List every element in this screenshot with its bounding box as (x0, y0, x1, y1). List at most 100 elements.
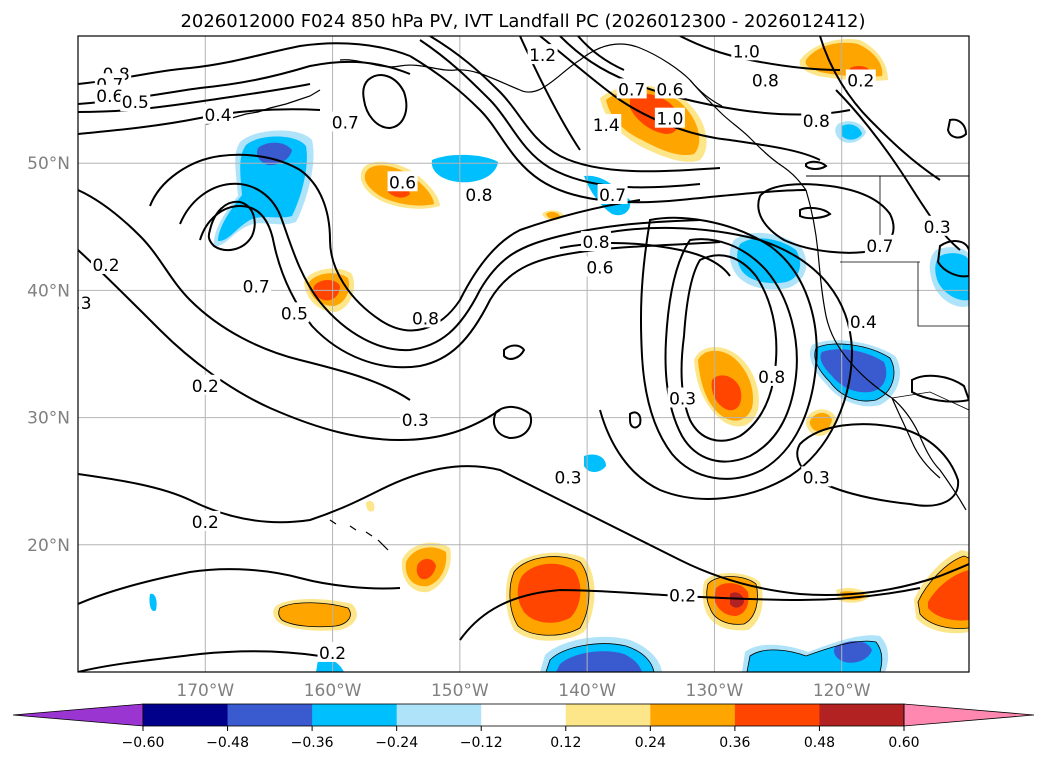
pv-contour (559, 499, 969, 597)
shading-outline (706, 576, 758, 625)
pv-contour (78, 650, 321, 672)
contour-label: 0.7 (243, 278, 270, 298)
contour-label-background (120, 91, 151, 112)
shading-outline (545, 643, 655, 672)
contour-label: 0.6 (96, 87, 123, 107)
colorbar-extend-min (12, 703, 144, 727)
contour-label-background (400, 409, 431, 430)
contour-label: 1.0 (656, 110, 683, 130)
contour-label-background (750, 69, 781, 90)
contour-label-background (94, 84, 125, 105)
colorbar-tick-label: 0.36 (719, 735, 750, 751)
colorbar-tick-label: −0.24 (375, 735, 418, 751)
contour-label: 0.2 (92, 256, 119, 276)
contour-label-background (330, 111, 361, 132)
lon-tick-label: 160°W (304, 681, 362, 701)
colorbar-cell (396, 704, 482, 726)
pv-contour (429, 36, 721, 173)
contour-label: 0.2 (192, 377, 219, 397)
pv-contour (629, 411, 642, 429)
contour-label: 0.2 (319, 644, 346, 664)
contour-label: 0.8 (465, 186, 492, 206)
contour-label-background (801, 466, 832, 487)
contour-label: 0.6 (656, 80, 683, 100)
contour-label-background (667, 584, 698, 605)
pv-contour (936, 240, 969, 278)
pv-contour (599, 226, 854, 500)
contour-label-background (848, 311, 879, 332)
contour-label: 0.4 (850, 313, 877, 333)
contour-label-background (410, 307, 441, 328)
pv-contour (78, 249, 501, 442)
contour-label-background (654, 78, 685, 99)
contour-label: 0.6 (586, 259, 613, 279)
colorbar-tick-label: −0.36 (291, 735, 334, 751)
pv-contour (805, 160, 828, 170)
latitude-tick-labels: 50°N 40°N 30°N 20°N (27, 154, 70, 556)
shading-outline (814, 343, 895, 402)
baja-peninsula (891, 397, 941, 479)
colorbar-tick-label: 0.24 (635, 735, 666, 751)
contour-label-background (597, 184, 628, 204)
contour-label-background (591, 114, 622, 135)
contour-label-background (317, 641, 348, 662)
pv-contour (911, 374, 969, 403)
pv-contour (419, 39, 701, 189)
pv-contour (577, 36, 625, 71)
negative-anomaly-region (842, 124, 862, 140)
hawaiian-islands (329, 519, 389, 551)
positive-anomaly-region (366, 500, 375, 512)
positive-anomaly-region (546, 211, 560, 219)
pv-contour (78, 465, 561, 524)
colorbar-extend-max (903, 703, 1035, 727)
contour-label-background (91, 253, 122, 274)
contour-label-background (922, 215, 953, 236)
us-mexico-border (891, 391, 969, 411)
pv-contour (680, 254, 778, 442)
contour-label: 0.3 (669, 390, 696, 410)
shading-outline (917, 555, 969, 629)
lon-tick-label: 120°W (813, 681, 871, 701)
contour-label-background (203, 103, 234, 124)
contour-label-background (581, 231, 612, 252)
pv-contour (503, 344, 526, 360)
contour-label: 0.7 (618, 80, 645, 100)
pv-contour (946, 118, 968, 139)
lat-tick-label: 20°N (27, 536, 70, 556)
colorbar-cell (565, 704, 651, 726)
colorbar-frame (142, 703, 905, 727)
colorbar-tick-label: −0.60 (122, 735, 165, 751)
colorbar-cell (819, 704, 905, 726)
positive-anomaly-region (730, 592, 744, 608)
pv-contour (799, 206, 832, 220)
contour-label-background (78, 292, 93, 313)
lon-tick-label: 170°W (176, 681, 234, 701)
contour-label: 1.2 (529, 46, 556, 66)
us-west-coastline (805, 189, 967, 511)
map-frame (77, 35, 970, 673)
negative-anomaly-region (556, 651, 642, 672)
pv-contour (78, 189, 411, 401)
negative-anomaly-region (584, 454, 606, 472)
shading-outline (509, 556, 590, 636)
lat-tick-label: 30°N (27, 409, 70, 429)
contour-label: 0.2 (669, 587, 696, 607)
lon-tick-label: 140°W (558, 681, 616, 701)
contour-label: 0.4 (204, 106, 231, 126)
contour-label: 0.8 (752, 72, 779, 92)
negative-anomaly-region (431, 154, 498, 183)
contour-label: 1.4 (593, 116, 620, 136)
bc-coastline (689, 79, 807, 191)
contour-label-background (616, 78, 647, 99)
pv-contour (519, 36, 581, 151)
map-area: 0.80.70.60.50.40.70.60.80.70.80.61.41.21… (78, 36, 969, 672)
contour-label: 0.5 (281, 304, 308, 324)
contour-label-background (190, 510, 221, 531)
lon-tick-label: 150°W (431, 681, 489, 701)
contour-label: 0.8 (583, 233, 610, 253)
longitude-tick-labels: 170°W 160°W 150°W 140°W 130°W 120°W (176, 681, 870, 701)
negative-anomaly-region (257, 142, 292, 166)
colorbar-cell (312, 704, 398, 726)
pv-contour (819, 36, 941, 181)
lon-tick-label: 130°W (686, 681, 744, 701)
